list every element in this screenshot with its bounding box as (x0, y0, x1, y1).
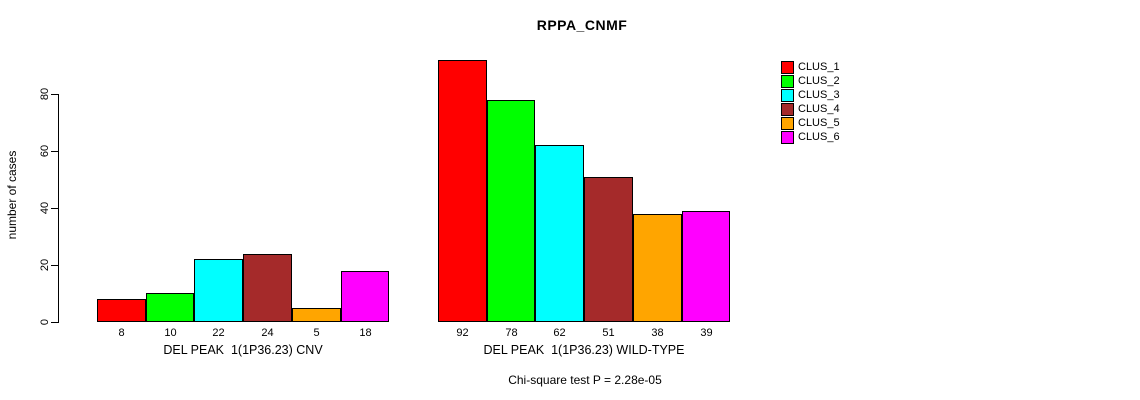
legend-label: CLUS_5 (798, 117, 840, 129)
y-tick-mark-60 (51, 151, 58, 152)
legend-item-clus_6: CLUS_6 (781, 130, 840, 144)
legend-item-clus_5: CLUS_5 (781, 116, 840, 130)
legend-item-clus_1: CLUS_1 (781, 60, 840, 74)
bar-clus_6-group0 (341, 271, 389, 322)
legend: CLUS_1 CLUS_2 CLUS_3 CLUS_4 CLUS_5 CLUS_6 (781, 60, 840, 144)
legend-swatch-icon (781, 88, 794, 102)
legend-label: CLUS_6 (798, 131, 840, 143)
y-tick-label-0: 0 (39, 318, 51, 326)
bar-value-label: 8 (118, 327, 125, 339)
legend-label: CLUS_4 (798, 103, 840, 115)
y-tick-label-80: 80 (39, 87, 51, 101)
group-label-cnv: DEL PEAK 1(1P36.23) CNV (163, 343, 323, 357)
legend-label: CLUS_1 (798, 61, 840, 73)
legend-item-clus_2: CLUS_2 (781, 74, 840, 88)
bar-clus_3-group1 (535, 145, 584, 322)
chart-title: RPPA_CNMF (536, 17, 628, 33)
bar-clus_1-group1 (438, 60, 487, 322)
bar-clus_6-group1 (682, 211, 730, 322)
y-tick-label-40: 40 (39, 201, 51, 215)
bar-value-label: 62 (553, 327, 566, 339)
bar-value-label: 10 (164, 327, 177, 339)
y-tick-mark-40 (51, 208, 58, 209)
bar-value-label: 24 (261, 327, 274, 339)
y-tick-mark-80 (51, 94, 58, 95)
legend-item-clus_3: CLUS_3 (781, 88, 840, 102)
legend-swatch-icon (781, 60, 794, 74)
y-tick-label-20: 20 (39, 258, 51, 272)
bar-clus_5-group0 (292, 308, 341, 322)
bar-value-label: 78 (505, 327, 518, 339)
y-tick-mark-0 (51, 322, 58, 323)
bar-clus_1-group0 (97, 299, 146, 322)
chi-square-footnote: Chi-square test P = 2.28e-05 (508, 373, 662, 387)
bar-value-label: 51 (602, 327, 615, 339)
legend-swatch-icon (781, 130, 794, 144)
bar-value-label: 92 (456, 327, 469, 339)
bar-clus_2-group1 (487, 100, 535, 322)
legend-label: CLUS_3 (798, 89, 840, 101)
bar-value-label: 18 (359, 327, 372, 339)
legend-swatch-icon (781, 102, 794, 116)
legend-swatch-icon (781, 116, 794, 130)
bar-clus_4-group0 (243, 254, 292, 322)
y-tick-mark-20 (51, 265, 58, 266)
bar-clus_4-group1 (584, 177, 633, 322)
y-axis-line (58, 94, 59, 323)
legend-swatch-icon (781, 74, 794, 88)
y-tick-label-60: 60 (39, 144, 51, 158)
group-label-wild-type: DEL PEAK 1(1P36.23) WILD-TYPE (483, 343, 685, 357)
bar-clus_2-group0 (146, 293, 194, 322)
bar-value-label: 5 (313, 327, 320, 339)
legend-item-clus_4: CLUS_4 (781, 102, 840, 116)
bar-value-label: 22 (212, 327, 225, 339)
bar-clus_5-group1 (633, 214, 682, 322)
bar-clus_3-group0 (194, 259, 243, 322)
bar-value-label: 38 (651, 327, 664, 339)
y-axis-label: number of cases (5, 150, 19, 240)
bar-value-label: 39 (700, 327, 713, 339)
legend-label: CLUS_2 (798, 75, 840, 87)
